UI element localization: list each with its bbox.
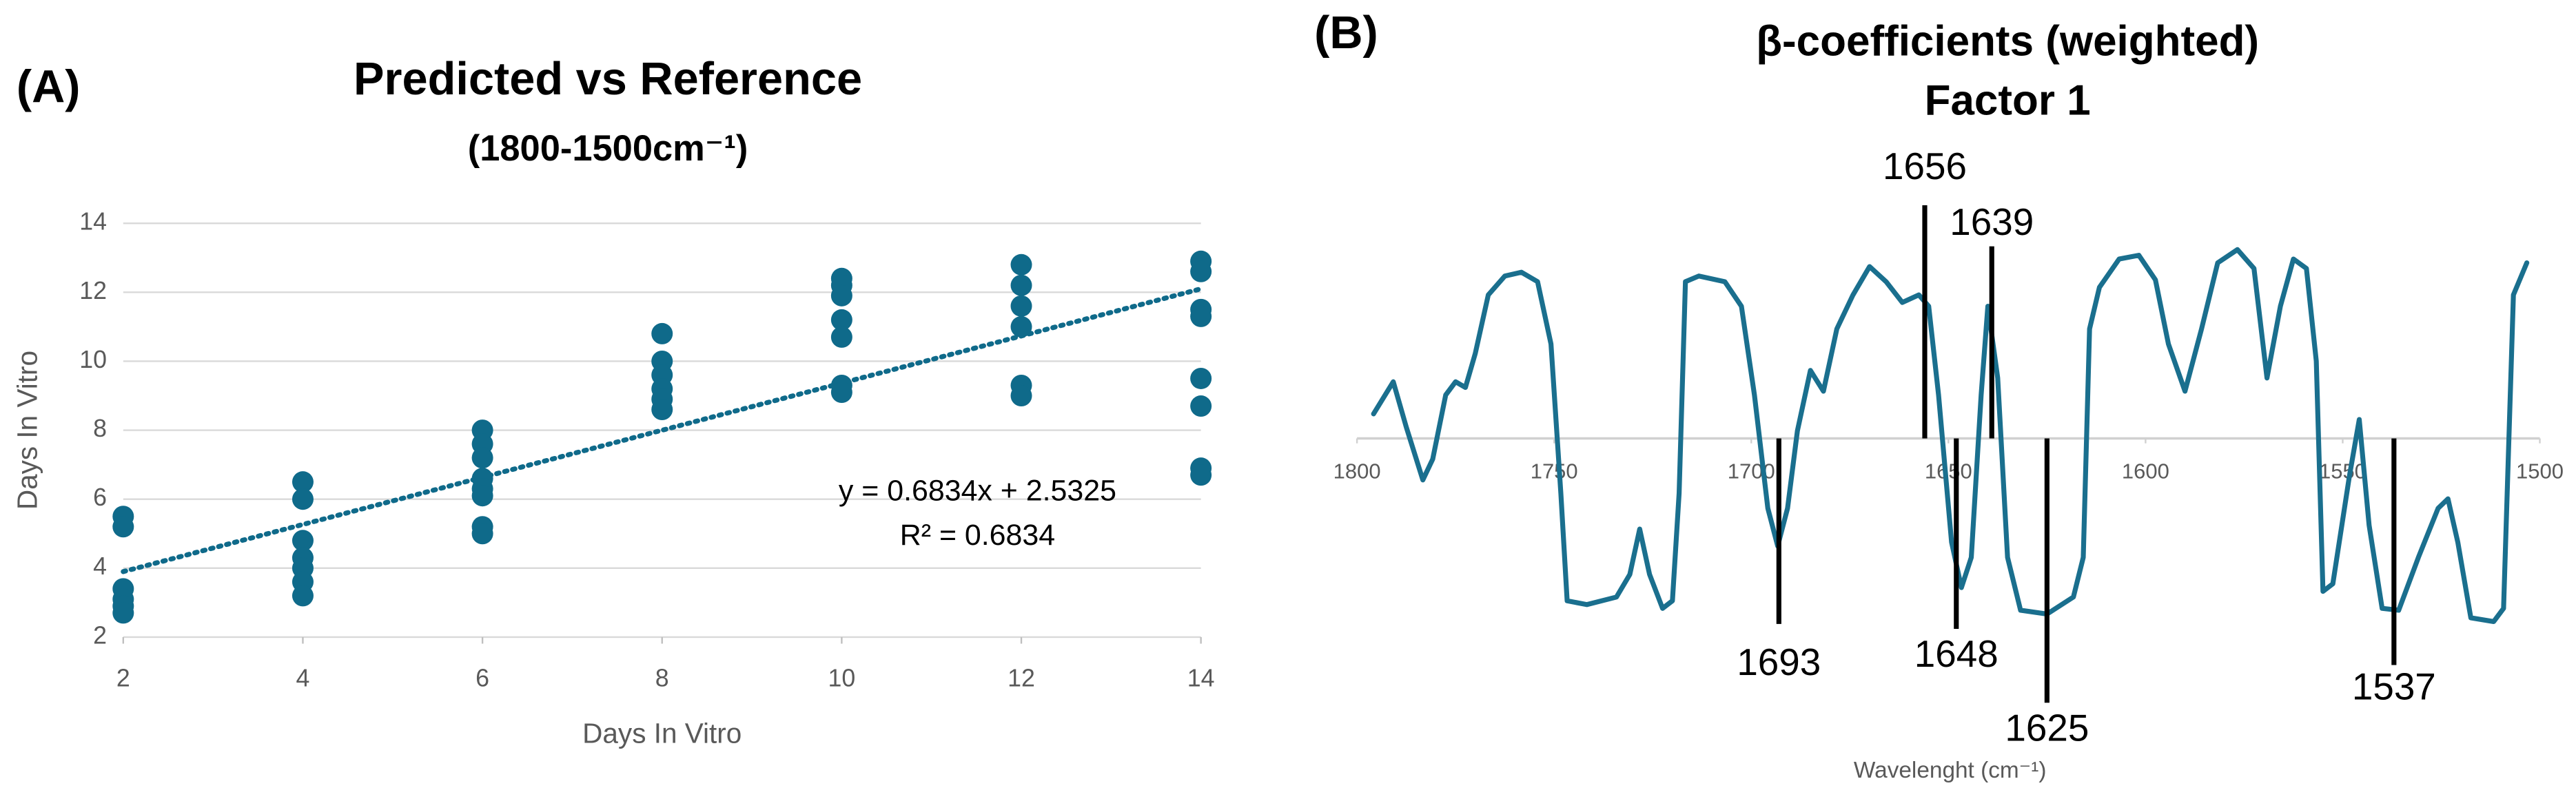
data-point <box>471 523 493 545</box>
x-tick-label: 2 <box>116 664 130 692</box>
peak-label: 1639 <box>1950 200 2034 243</box>
y-tick-label: 2 <box>93 621 107 649</box>
data-point <box>112 516 134 538</box>
data-point <box>1190 305 1212 327</box>
data-point <box>651 399 673 421</box>
chart-title: β-coefficients (weighted) <box>1756 18 2259 65</box>
peak-label: 1648 <box>1914 632 1999 675</box>
x-tick-label: 6 <box>476 664 489 692</box>
x-tick-label: 14 <box>1187 664 1215 692</box>
x-tick-label: 8 <box>655 664 669 692</box>
x-tick-label: 12 <box>1008 664 1035 692</box>
data-point <box>830 326 852 348</box>
x-axis-label: Wavelenght (cm⁻¹) <box>1854 758 2047 783</box>
data-point <box>1190 260 1212 282</box>
x-tick-label: 1600 <box>2122 459 2169 484</box>
x-tick-label: 1750 <box>1531 459 1578 484</box>
data-point <box>830 382 852 404</box>
y-tick-label: 8 <box>93 415 107 442</box>
x-tick-label: 1700 <box>1728 459 1775 484</box>
data-point <box>651 322 673 344</box>
data-point <box>1190 367 1212 389</box>
data-point <box>1010 385 1032 407</box>
data-point <box>1010 295 1032 317</box>
chart-title: Predicted vs Reference <box>354 54 862 105</box>
peak-label: 1656 <box>1883 145 1967 187</box>
trendline-label: R² = 0.6834 <box>900 519 1055 552</box>
x-tick-label: 4 <box>296 664 310 692</box>
y-tick-label: 12 <box>79 277 107 304</box>
y-tick-label: 6 <box>93 484 107 511</box>
data-point <box>471 447 493 469</box>
data-point <box>471 485 493 507</box>
coefficient-line <box>1371 247 2530 624</box>
data-point <box>1010 315 1032 338</box>
chart-subtitle: (1800-1500cm⁻¹) <box>468 129 748 169</box>
data-point <box>830 309 852 331</box>
peak-label: 1537 <box>2352 665 2436 708</box>
panel-label: (B) <box>1314 8 1378 59</box>
y-tick-label: 14 <box>79 208 107 236</box>
data-point <box>292 471 314 493</box>
data-point <box>1010 253 1032 276</box>
x-tick-label: 1500 <box>2516 459 2564 484</box>
y-tick-label: 4 <box>93 552 107 580</box>
peak-label: 1693 <box>1737 641 1821 683</box>
data-point <box>1190 464 1212 486</box>
peak-label: 1625 <box>2005 706 2089 749</box>
x-tick-label: 1800 <box>1333 459 1381 484</box>
y-axis-label: Days In Vitro <box>12 351 43 510</box>
data-point <box>292 530 314 552</box>
data-point <box>830 284 852 307</box>
data-point <box>1190 395 1212 417</box>
data-point <box>1010 274 1032 296</box>
data-point <box>292 488 314 510</box>
y-tick-label: 10 <box>79 346 107 373</box>
trendline-label: y = 0.6834x + 2.5325 <box>839 474 1116 507</box>
x-tick-label: 10 <box>828 664 855 692</box>
x-axis-label: Days In Vitro <box>582 718 742 749</box>
panel-label: (A) <box>17 62 81 113</box>
chart-subtitle: Factor 1 <box>1925 77 2091 125</box>
data-point <box>112 602 134 624</box>
x-tick-label: 1550 <box>2319 459 2367 484</box>
data-point <box>292 585 314 607</box>
